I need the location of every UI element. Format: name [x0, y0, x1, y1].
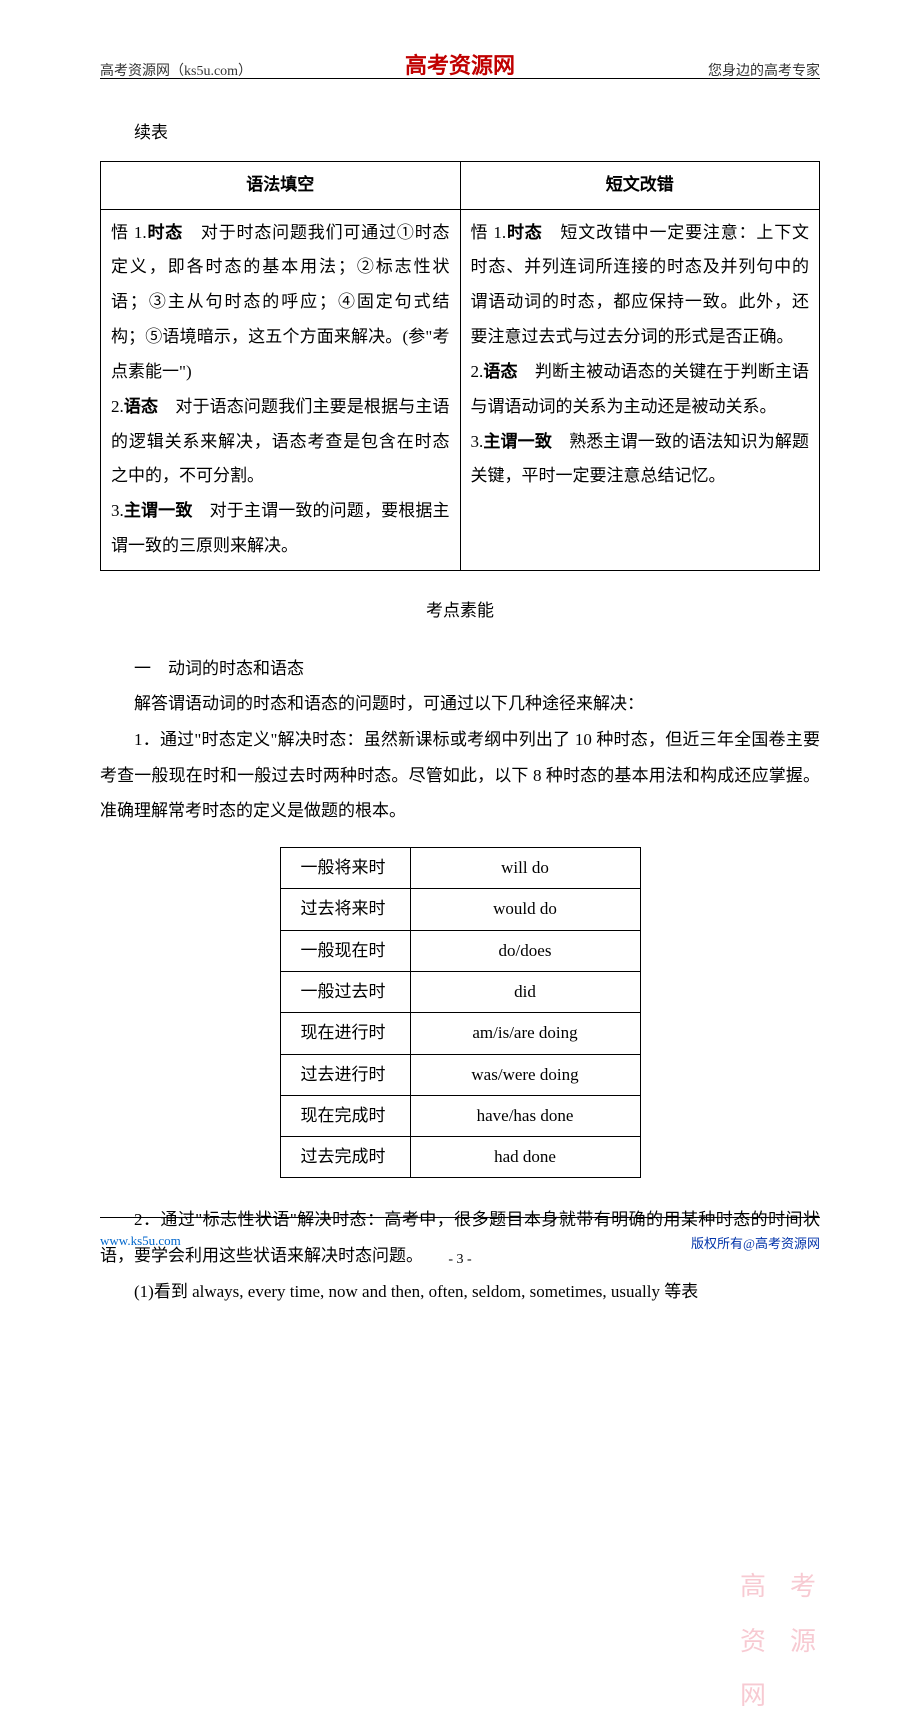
item-prefix: 悟 1.	[111, 223, 147, 242]
tense-table-wrapper: 一般将来时will do 过去将来时would do 一般现在时do/does …	[100, 847, 820, 1178]
tense-label: 过去进行时	[280, 1054, 410, 1095]
item-prefix: 2.	[111, 397, 124, 416]
header-right-text: 您身边的高考专家	[580, 60, 820, 80]
table-body-row: 悟 1.时态 对于时态问题我们可通过①时态定义，即各时态的基本用法；②标志性状语…	[101, 209, 820, 570]
table-row: 一般现在时do/does	[280, 930, 640, 971]
item-title-tense: 时态	[506, 223, 542, 242]
tense-value: have/has done	[410, 1095, 640, 1136]
item-prefix: 3.	[471, 432, 484, 451]
paragraph: 解答谓语动词的时态和语态的问题时，可通过以下几种途径来解决：	[100, 686, 820, 722]
tense-label: 过去完成时	[280, 1137, 410, 1178]
tense-value: had done	[410, 1137, 640, 1178]
footer-copyright: 版权所有@高考资源网	[691, 1233, 820, 1252]
page-content: 续表 语法填空 短文改错 悟 1.时态 对于时态问题我们可通过①时态定义，即各时…	[100, 115, 820, 1310]
watermark-text: 高 考 资 源 网	[740, 1560, 820, 1724]
tense-table: 一般将来时will do 过去将来时would do 一般现在时do/does …	[280, 847, 641, 1178]
cell-grammar-fill: 悟 1.时态 对于时态问题我们可通过①时态定义，即各时态的基本用法；②标志性状语…	[101, 209, 461, 570]
table-row: 一般将来时will do	[280, 848, 640, 889]
tense-value: will do	[410, 848, 640, 889]
table-row: 过去进行时was/were doing	[280, 1054, 640, 1095]
paragraph: 1．通过"时态定义"解决时态：虽然新课标或考纲中列出了 10 种时态，但近三年全…	[100, 722, 820, 829]
tense-label: 一般将来时	[280, 848, 410, 889]
table-row: 现在完成时have/has done	[280, 1095, 640, 1136]
header-left-text: 高考资源网（ks5u.com）	[100, 60, 340, 80]
section-heading: 考点素能	[100, 593, 820, 629]
tense-value: do/does	[410, 930, 640, 971]
cell-error-correction: 悟 1.时态 短文改错中一定要注意：上下文时态、并列连词所连接的时态及并列句中的…	[460, 209, 820, 570]
item-title-voice: 语态	[483, 362, 517, 381]
tense-value: did	[410, 971, 640, 1012]
table-row: 一般过去时did	[280, 971, 640, 1012]
item-prefix: 2.	[471, 362, 484, 381]
header-brand-title: 高考资源网	[340, 48, 580, 80]
table-header-row: 语法填空 短文改错	[101, 161, 820, 209]
tense-value: would do	[410, 889, 640, 930]
item-body: 对于时态问题我们可通过①时态定义，即各时态的基本用法；②标志性状语；③主从句时态…	[111, 223, 450, 381]
page-footer: www.ks5u.com 版权所有@高考资源网	[100, 1233, 820, 1252]
p4-english-words: always, every time, now and then, often,…	[192, 1282, 660, 1301]
page-number: - 3 -	[0, 1252, 920, 1268]
paragraph: (1)看到 always, every time, now and then, …	[100, 1274, 820, 1310]
table-row: 过去完成时had done	[280, 1137, 640, 1178]
tense-label: 一般过去时	[280, 971, 410, 1012]
item-title-agreement: 主谓一致	[483, 432, 552, 451]
item-body: 对于语态问题我们主要是根据与主语的逻辑关系来解决，语态考查是包含在时态之中的，不…	[111, 397, 450, 486]
subsection-heading: 一 动词的时态和语态	[100, 651, 820, 687]
footer-divider	[100, 1217, 820, 1218]
p4-suffix: 等表	[660, 1282, 698, 1301]
continued-table-label: 续表	[100, 115, 820, 151]
tense-label: 一般现在时	[280, 930, 410, 971]
item-prefix: 悟 1.	[471, 223, 507, 242]
tense-label: 过去将来时	[280, 889, 410, 930]
table-row: 过去将来时would do	[280, 889, 640, 930]
item-title-tense: 时态	[147, 223, 183, 242]
page-header: 高考资源网（ks5u.com） 高考资源网 您身边的高考专家	[0, 48, 920, 86]
item-body: 判断主被动语态的关键在于判断主语与谓语动词的关系为主动还是被动关系。	[471, 362, 810, 416]
table-row: 现在进行时am/is/are doing	[280, 1013, 640, 1054]
tense-value: was/were doing	[410, 1054, 640, 1095]
tense-label: 现在进行时	[280, 1013, 410, 1054]
tense-value: am/is/are doing	[410, 1013, 640, 1054]
item-prefix: 3.	[111, 501, 124, 520]
comparison-table: 语法填空 短文改错 悟 1.时态 对于时态问题我们可通过①时态定义，即各时态的基…	[100, 161, 820, 571]
col-header-error-correction: 短文改错	[460, 161, 820, 209]
p4-prefix: (1)看到	[134, 1282, 192, 1301]
item-title-voice: 语态	[124, 397, 158, 416]
header-divider	[100, 78, 820, 79]
col-header-grammar-fill: 语法填空	[101, 161, 461, 209]
footer-url: www.ks5u.com	[100, 1233, 181, 1249]
tense-label: 现在完成时	[280, 1095, 410, 1136]
item-title-agreement: 主谓一致	[124, 501, 193, 520]
